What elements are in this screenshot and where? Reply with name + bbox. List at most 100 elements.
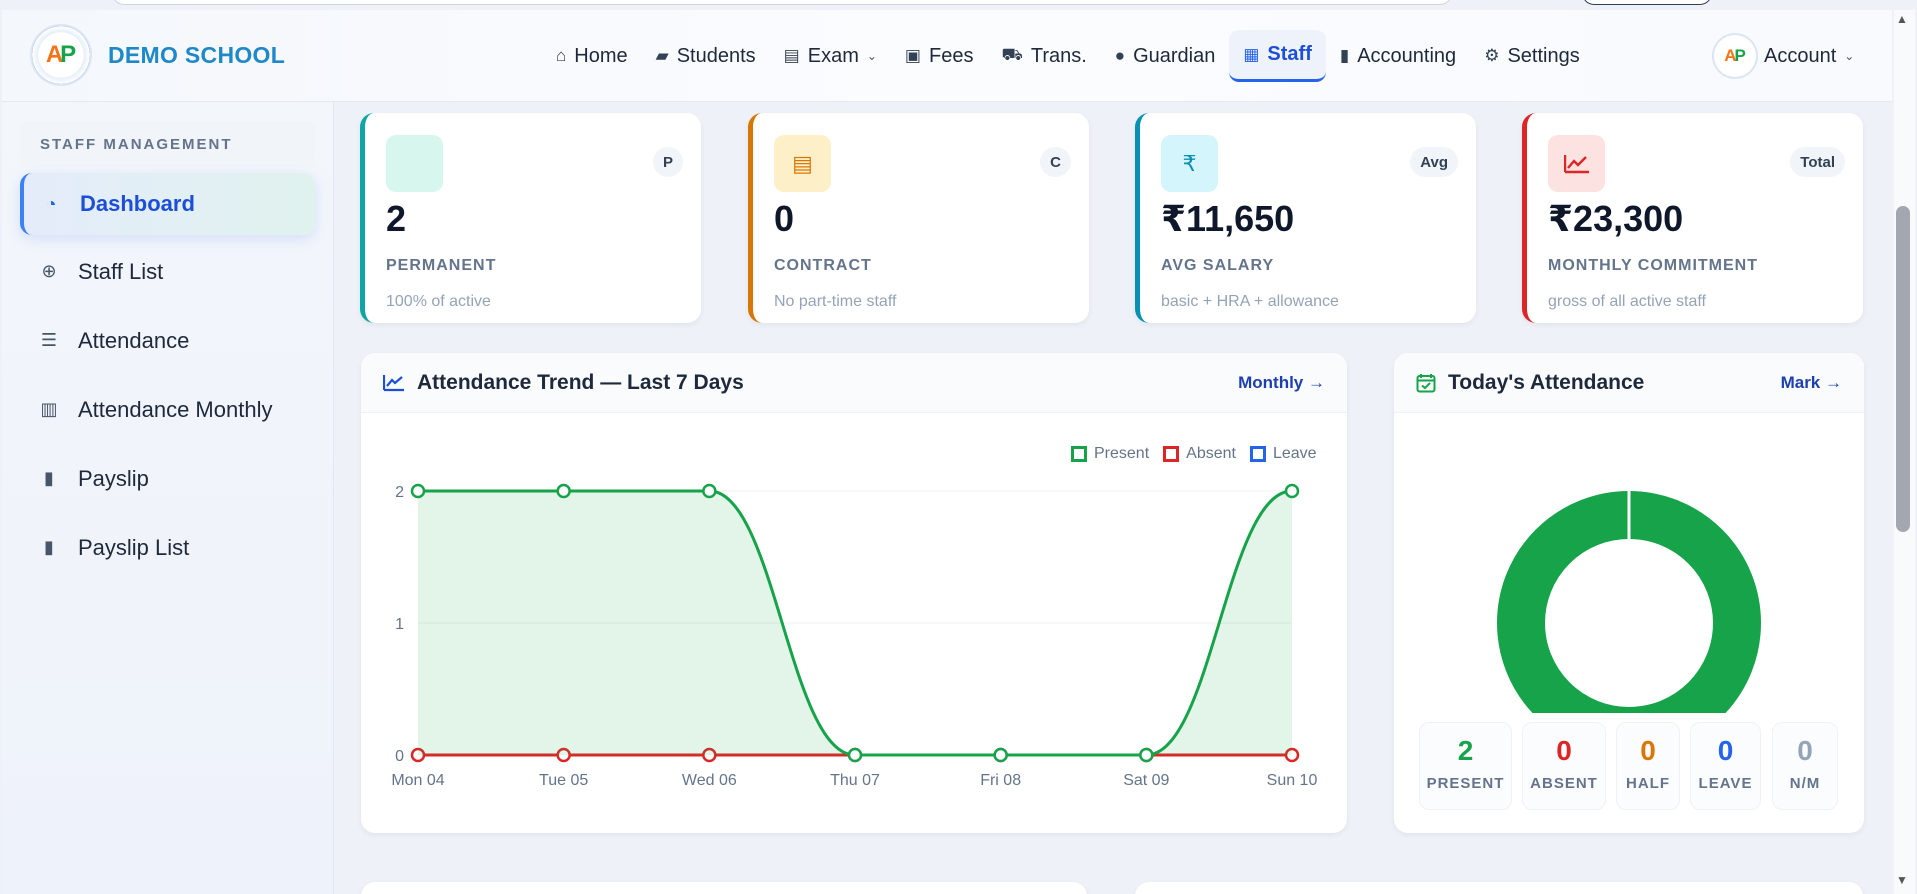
nav-fees[interactable]: ▣ Fees (891, 30, 988, 82)
data-point-absent[interactable] (410, 747, 426, 763)
nav-staff[interactable]: ▦ Staff (1229, 30, 1326, 82)
data-point-absent[interactable] (556, 747, 571, 763)
stat-subtext: 100% of active (386, 293, 491, 310)
data-point-absent[interactable] (1284, 747, 1300, 763)
document-icon: ▤ (783, 46, 800, 65)
gauge-icon: ◔ (45, 193, 57, 214)
sidebar-item-payslip-list[interactable]: ▮ Payslip List (20, 513, 315, 582)
nav-label: Students (676, 44, 756, 67)
nav-settings[interactable]: ⚙ Settings (1470, 30, 1594, 82)
attendance-trend-chart: 0 1 2 Mon 04 Tue 05 Wed 06 Thu 07 Fri 08 Sat 09 S… (391, 483, 1318, 789)
scrollbar-thumb[interactable] (1896, 206, 1910, 532)
book-icon: ▮ (1339, 46, 1350, 65)
legend-swatch-leave (1249, 446, 1266, 462)
data-point-present[interactable] (1139, 747, 1154, 763)
stat-card-avg-salary: ₹ Avg ₹11,650 AVG SALARY basic + HRA + a… (1135, 113, 1476, 323)
scroll-down-arrow-icon[interactable]: ▼ (1896, 873, 1908, 887)
mark-link[interactable]: Mark → (1780, 372, 1842, 392)
panel-title: Today's Attendance (1448, 370, 1645, 394)
panel-header: Today's Attendance Mark → (1394, 353, 1864, 413)
y-tick-label: 0 (395, 748, 404, 765)
trend-icon (1548, 135, 1605, 192)
browser-address-fragment (112, 0, 1452, 5)
nav-students[interactable]: ▰ Students (642, 30, 770, 82)
bar-chart-icon: ▥ (40, 399, 58, 419)
count-value: 0 (1556, 735, 1572, 766)
stat-label: MONTHLY COMMITMENT (1548, 257, 1758, 274)
nav-guardian[interactable]: ● Guardian (1101, 30, 1230, 82)
legend-label[interactable]: Absent (1186, 445, 1236, 462)
list-icon: ☰ (40, 330, 58, 350)
file-icon: ▤ (774, 135, 831, 192)
scroll-up-arrow-icon[interactable]: ▲ (1896, 12, 1908, 26)
y-tick-label: 2 (395, 484, 404, 501)
stat-value: ₹23,300 (1548, 198, 1684, 239)
monthly-link[interactable]: Monthly → (1238, 372, 1325, 392)
stat-subtext: No part-time staff (774, 293, 897, 310)
legend-swatch-absent (1163, 446, 1180, 462)
nav-accounting[interactable]: ▮ Accounting (1326, 30, 1470, 82)
person-icon: ● (1114, 46, 1126, 65)
legend-label[interactable]: Leave (1272, 445, 1317, 462)
stat-subtext: gross of all active staff (1548, 293, 1706, 310)
data-point-present[interactable] (410, 483, 426, 499)
x-tick-label: Wed 06 (682, 772, 737, 789)
data-point-present[interactable] (1284, 483, 1300, 499)
nav-label: Home (574, 44, 628, 67)
stat-tag: Total (1790, 147, 1845, 177)
sidebar-item-attendance-monthly[interactable]: ▥ Attendance Monthly (20, 375, 315, 444)
blank-icon (386, 135, 443, 192)
stat-tag: Avg (1410, 147, 1458, 177)
logo-letter-a: A (45, 41, 64, 68)
data-point-present[interactable] (556, 483, 571, 499)
y-tick-label: 1 (395, 616, 404, 633)
count-label: LEAVE (1698, 775, 1753, 792)
sidebar-item-staff-list[interactable]: ⊕ Staff List (20, 237, 315, 306)
data-point-present[interactable] (993, 747, 1008, 763)
count-leave: 0 LEAVE (1690, 722, 1761, 810)
data-point-absent[interactable] (702, 747, 717, 763)
rupee-icon: ₹ (1161, 135, 1218, 192)
logo-letter-p: P (60, 41, 77, 68)
data-point-present[interactable] (702, 483, 717, 499)
lower-panel-right (1135, 882, 1863, 894)
count-label: PRESENT (1426, 775, 1505, 792)
graduation-cap-icon: ▰ (655, 46, 669, 65)
count-present: 2 PRESENT (1419, 722, 1512, 810)
calendar-check-icon (1416, 373, 1436, 392)
nav-exam[interactable]: ▤ Exam ⌄ (770, 30, 891, 82)
avatar-letter-p: P (1734, 46, 1746, 65)
nav-home[interactable]: ⌂ Home (542, 30, 642, 82)
main-nav: ⌂ Home ▰ Students ▤ Exam ⌄ ▣ Fees ⛟ Trans. ● Gu… (542, 30, 1594, 82)
account-label: Account (1764, 44, 1837, 67)
chevron-down-icon: ⌄ (866, 49, 877, 63)
x-tick-label: Sun 10 (1267, 772, 1318, 789)
school-name: DEMO SCHOOL (108, 41, 286, 68)
stat-subtext: basic + HRA + allowance (1161, 293, 1339, 310)
data-point-present[interactable] (847, 747, 863, 763)
trend-icon-svg (1563, 154, 1589, 173)
sidebar-item-payslip[interactable]: ▮ Payslip (20, 444, 315, 513)
stat-label: AVG SALARY (1161, 257, 1275, 274)
count-half: 0 HALF (1616, 722, 1680, 810)
bus-icon: ⛟ (1001, 45, 1023, 64)
money-icon: ▣ (904, 46, 921, 65)
sidebar-item-label: Payslip (78, 465, 149, 491)
legend-label[interactable]: Present (1094, 445, 1150, 462)
book-icon: ▮ (44, 468, 54, 488)
sidebar-item-label: Dashboard (80, 191, 195, 216)
nav-label: Guardian (1133, 44, 1216, 67)
sidebar-item-label: Attendance (78, 327, 190, 353)
sidebar-item-dashboard[interactable]: ◔ Dashboard (20, 173, 315, 235)
nav-transport[interactable]: ⛟ Trans. (987, 30, 1100, 82)
nav-label: Staff (1267, 43, 1312, 65)
present-area (418, 491, 1292, 755)
count-absent: 0 ABSENT (1522, 722, 1606, 810)
lower-panel-left (361, 882, 1087, 894)
donut-slice-present[interactable] (1497, 491, 1761, 713)
sidebar-item-attendance[interactable]: ☰ Attendance (20, 306, 315, 375)
